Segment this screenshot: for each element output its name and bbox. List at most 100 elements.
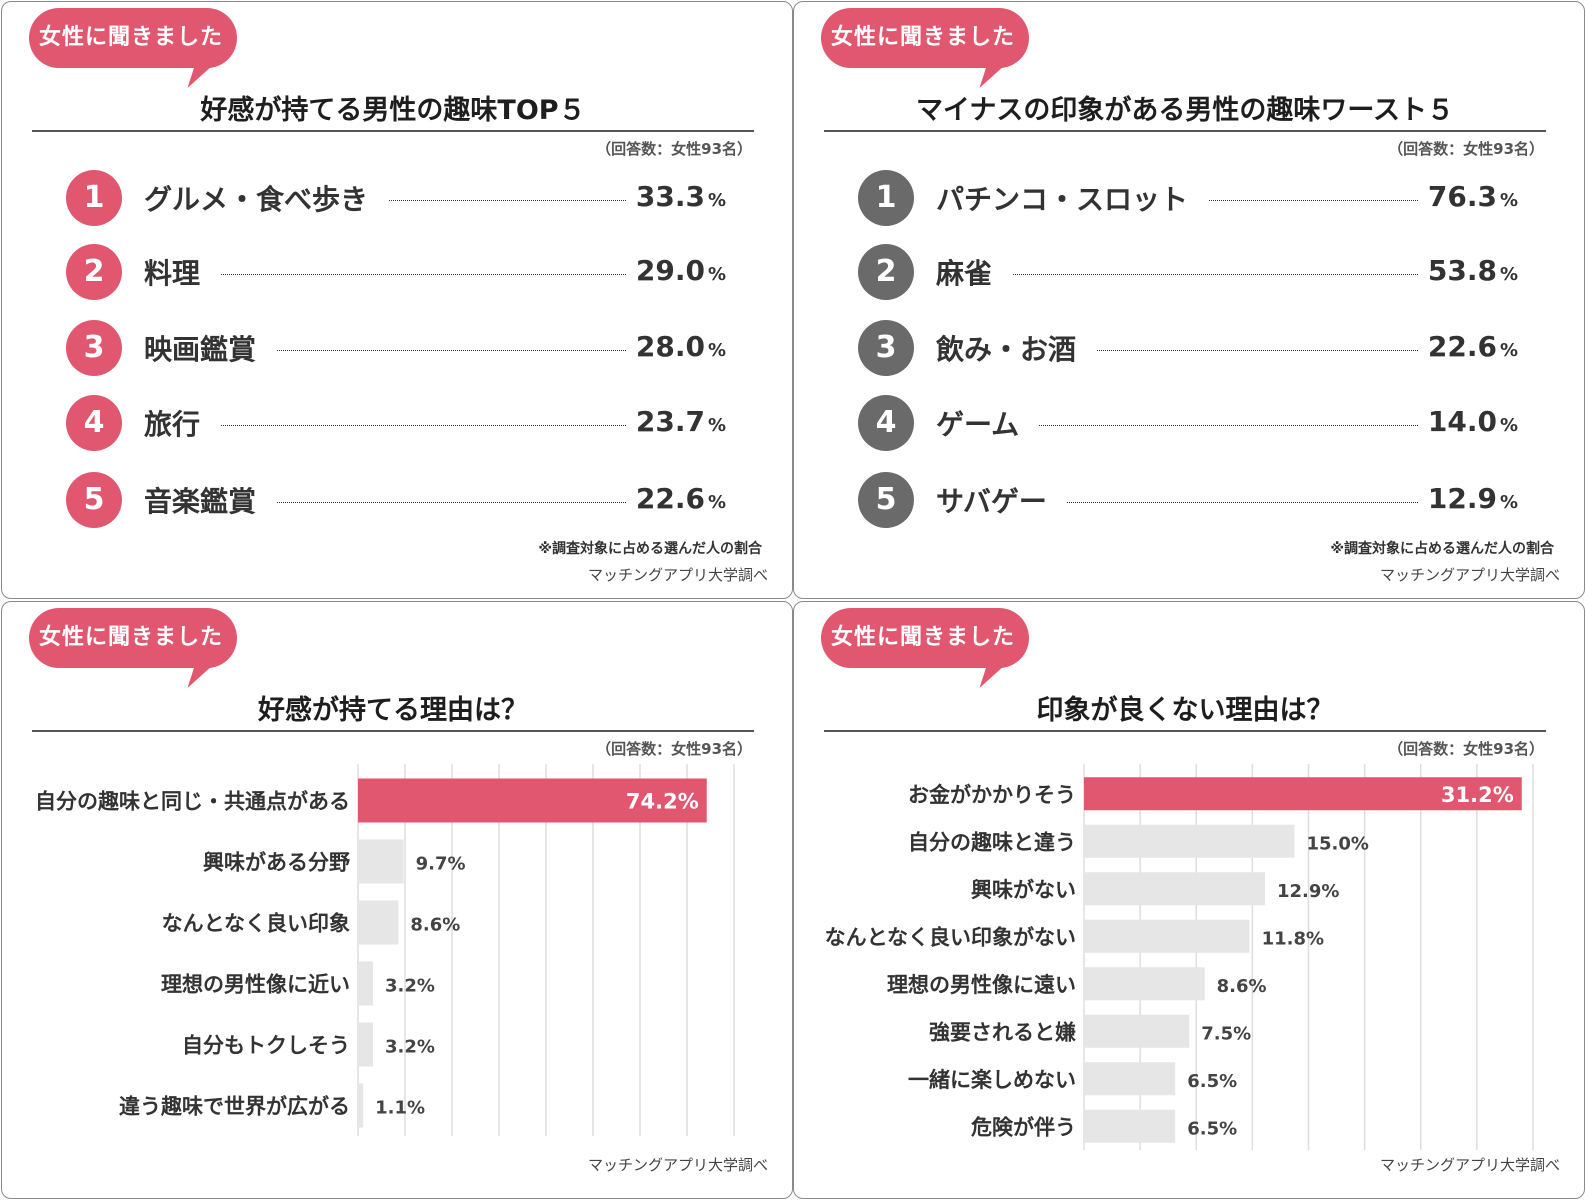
data-label: 15.0% — [1306, 833, 1368, 854]
ranking-row: 5 サバゲー 12.9% — [858, 472, 1518, 532]
bar — [358, 900, 399, 945]
hobby-label: 麻雀 — [936, 252, 1013, 292]
percent-number: 14.0 — [1427, 405, 1497, 438]
hobby-label: 料理 — [144, 252, 221, 292]
bar — [1084, 967, 1205, 1001]
percent-unit: % — [1499, 190, 1518, 211]
source-credit: マッチングアプリ大学調べ — [587, 566, 768, 584]
percent-value: 29.0% — [636, 254, 726, 287]
source-credit: マッチングアプリ大学調べ — [1379, 1156, 1560, 1174]
rank-badge: 1 — [858, 170, 914, 226]
bar — [1084, 1109, 1176, 1143]
hobby-label: 音楽鑑賞 — [144, 480, 277, 520]
percent-unit: % — [1499, 340, 1518, 361]
bar — [358, 1022, 374, 1067]
data-label: 6.5% — [1187, 1118, 1237, 1139]
percent-number: 33.3 — [635, 180, 705, 213]
data-label: 31.2% — [1441, 783, 1514, 807]
percent-value: 22.6% — [636, 482, 726, 515]
ranking-row: 3 飲み・お酒 22.6% — [858, 320, 1518, 380]
rank-badge: 5 — [66, 472, 122, 528]
category-label: 自分もトクしそう — [182, 1034, 350, 1058]
respondent-count: （回答数：女性93名） — [596, 740, 752, 758]
leader-dots — [998, 274, 1418, 275]
data-label: 74.2% — [626, 790, 699, 814]
percent-value: 28.0% — [636, 330, 726, 363]
rank-badge: 2 — [66, 244, 122, 300]
data-label: 9.7% — [416, 854, 466, 875]
category-label: お金がかかりそう — [908, 783, 1076, 807]
speech-bubble: 女性に聞きました — [29, 608, 238, 668]
title-divider — [824, 730, 1546, 732]
hobby-label: 映画鑑賞 — [144, 328, 277, 368]
panel-bad-hobbies-ranking: 女性に聞きました マイナスの印象がある男性の趣味ワースト５ （回答数：女性93名… — [793, 1, 1585, 599]
percent-number: 28.0 — [635, 330, 705, 363]
percent-number: 76.3 — [1427, 180, 1497, 213]
speech-bubble: 女性に聞きました — [29, 8, 238, 68]
ranking-row: 2 麻雀 53.8% — [858, 244, 1518, 304]
category-label: 一緒に楽しめない — [908, 1068, 1076, 1092]
category-label: 危険が伴う — [971, 1115, 1076, 1139]
panel-bad-reasons-chart: お金がかかりそう 31.2% 自分の趣味と違う 15.0% 興味がない 12.9% なんとな… — [793, 601, 1585, 1199]
ranking-row: 4 旅行 23.7% — [66, 395, 726, 455]
data-label: 1.1% — [375, 1098, 425, 1119]
percent-unit: % — [707, 264, 726, 285]
data-label: 7.5% — [1201, 1023, 1251, 1044]
panel-title: 印象が良くない理由は？ — [1036, 695, 1334, 726]
percent-unit: % — [707, 492, 726, 513]
leader-dots — [998, 502, 1418, 503]
rank-badge: 3 — [858, 320, 914, 376]
percent-unit: % — [707, 340, 726, 361]
bad-reasons-bar-chart: お金がかかりそう 31.2% 自分の趣味と違う 15.0% 興味がない 12.9% なんとな… — [825, 764, 1534, 1150]
percent-number: 22.6 — [635, 482, 705, 515]
percent-number: 29.0 — [635, 254, 705, 287]
respondent-count: （回答数：女性93名） — [596, 140, 752, 158]
leader-dots — [206, 425, 626, 426]
hobby-label: 飲み・お酒 — [936, 328, 1097, 368]
percent-value: 76.3% — [1428, 180, 1518, 213]
hobby-label: サバゲー — [936, 480, 1067, 520]
ranking-row: 1 グルメ・食べ歩き 33.3% — [66, 170, 726, 230]
data-label: 11.8% — [1262, 928, 1324, 949]
leader-dots — [206, 200, 626, 201]
percent-unit: % — [1499, 264, 1518, 285]
rank-badge: 4 — [858, 395, 914, 451]
leader-dots — [206, 502, 626, 503]
percent-unit: % — [707, 415, 726, 436]
bar — [358, 961, 374, 1006]
category-label: なんとなく良い印象 — [162, 912, 350, 936]
footnote: ※調査対象に占める選んだ人の割合 — [538, 541, 762, 557]
title-divider — [32, 130, 754, 132]
source-credit: マッチングアプリ大学調べ — [1379, 566, 1560, 584]
leader-dots — [206, 274, 626, 275]
percent-number: 53.8 — [1427, 254, 1497, 287]
bar — [358, 839, 404, 884]
respondent-count: （回答数：女性93名） — [1388, 140, 1544, 158]
category-label: 理想の男性像に遠い — [887, 973, 1076, 997]
rank-badge: 2 — [858, 244, 914, 300]
bar — [1084, 919, 1250, 953]
percent-unit: % — [707, 190, 726, 211]
percent-value: 53.8% — [1428, 254, 1518, 287]
category-label: 興味がある分野 — [203, 851, 350, 875]
footnote: ※調査対象に占める選んだ人の割合 — [1330, 541, 1554, 557]
panel-title: 好感が持てる理由は？ — [258, 695, 528, 726]
data-label: 3.2% — [385, 976, 435, 997]
hobby-label: 旅行 — [144, 403, 221, 443]
speech-bubble: 女性に聞きました — [821, 608, 1030, 668]
bar — [358, 1083, 364, 1128]
panel-title: マイナスの印象がある男性の趣味ワースト５ — [915, 95, 1455, 126]
percent-value: 22.6% — [1428, 330, 1518, 363]
ranking-row: 3 映画鑑賞 28.0% — [66, 320, 726, 380]
ranking-row: 5 音楽鑑賞 22.6% — [66, 472, 726, 532]
rank-badge: 4 — [66, 395, 122, 451]
percent-number: 22.6 — [1427, 330, 1497, 363]
percent-value: 14.0% — [1428, 405, 1518, 438]
bar — [1084, 1014, 1190, 1048]
rank-badge: 3 — [66, 320, 122, 376]
leader-dots — [206, 350, 626, 351]
category-label: 理想の男性像に近い — [161, 973, 350, 997]
bar — [358, 778, 707, 823]
category-label: 自分の趣味と違う — [908, 830, 1076, 854]
category-label: 強要されると嫌 — [929, 1020, 1076, 1044]
